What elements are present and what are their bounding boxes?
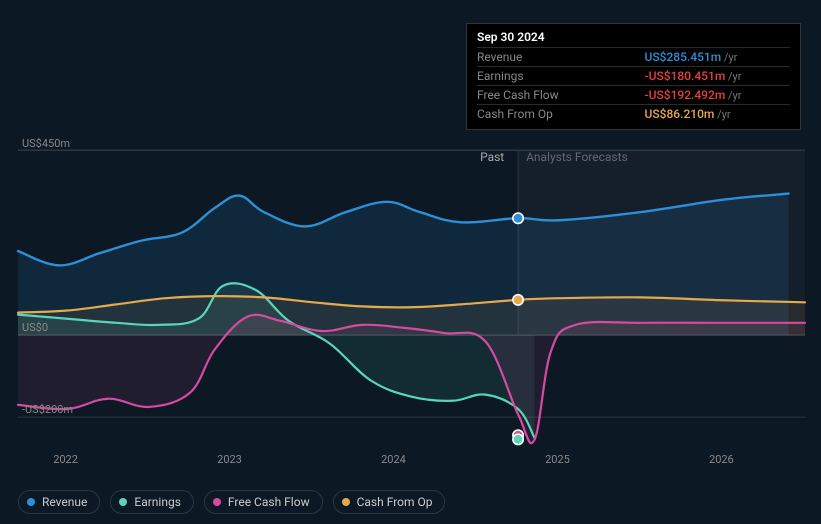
x-axis-label: 2022 [53, 453, 78, 466]
section-label-past: Past [480, 150, 504, 164]
tooltip-row-label: Cash From Op [477, 105, 645, 124]
legend-item-revenue[interactable]: Revenue [18, 490, 100, 514]
y-axis-label: US$0 [22, 321, 48, 334]
tooltip-row-value: US$285.451m /yr [645, 48, 790, 67]
legend-label: Free Cash Flow [228, 495, 310, 509]
x-axis-label: 2026 [709, 453, 734, 466]
legend-item-fcf[interactable]: Free Cash Flow [204, 490, 323, 514]
x-axis-label: 2024 [381, 453, 406, 466]
tooltip-row: RevenueUS$285.451m /yr [477, 48, 790, 67]
legend-label: Revenue [42, 495, 87, 509]
legend-dot-icon [27, 498, 35, 506]
legend-item-earnings[interactable]: Earnings [110, 490, 194, 514]
legend-item-cfo[interactable]: Cash From Op [333, 490, 446, 514]
y-axis-label: US$450m [22, 137, 70, 150]
x-axis-label: 2025 [545, 453, 570, 466]
section-label-forecast: Analysts Forecasts [526, 150, 628, 164]
tooltip-row-value: -US$192.492m /yr [645, 86, 790, 105]
tooltip-row-label: Earnings [477, 67, 645, 86]
tooltip-row: Earnings-US$180.451m /yr [477, 67, 790, 86]
tooltip: Sep 30 2024 RevenueUS$285.451m /yrEarnin… [466, 23, 801, 130]
legend-label: Cash From Op [357, 495, 433, 509]
tooltip-date: Sep 30 2024 [477, 30, 790, 44]
tooltip-row-value: US$86.210m /yr [645, 105, 790, 124]
financials-chart: Sep 30 2024 RevenueUS$285.451m /yrEarnin… [0, 0, 821, 524]
tooltip-row: Free Cash Flow-US$192.492m /yr [477, 86, 790, 105]
legend-dot-icon [213, 498, 221, 506]
legend-label: Earnings [134, 495, 181, 509]
tooltip-table: RevenueUS$285.451m /yrEarnings-US$180.45… [477, 47, 790, 123]
y-axis-label: -US$200m [22, 403, 73, 416]
tooltip-row-label: Free Cash Flow [477, 86, 645, 105]
tooltip-row-value: -US$180.451m /yr [645, 67, 790, 86]
legend: Revenue Earnings Free Cash Flow Cash From O… [18, 490, 445, 514]
legend-dot-icon [342, 498, 350, 506]
x-axis-label: 2023 [217, 453, 242, 466]
tooltip-row-label: Revenue [477, 48, 645, 67]
legend-dot-icon [119, 498, 127, 506]
tooltip-row: Cash From OpUS$86.210m /yr [477, 105, 790, 124]
